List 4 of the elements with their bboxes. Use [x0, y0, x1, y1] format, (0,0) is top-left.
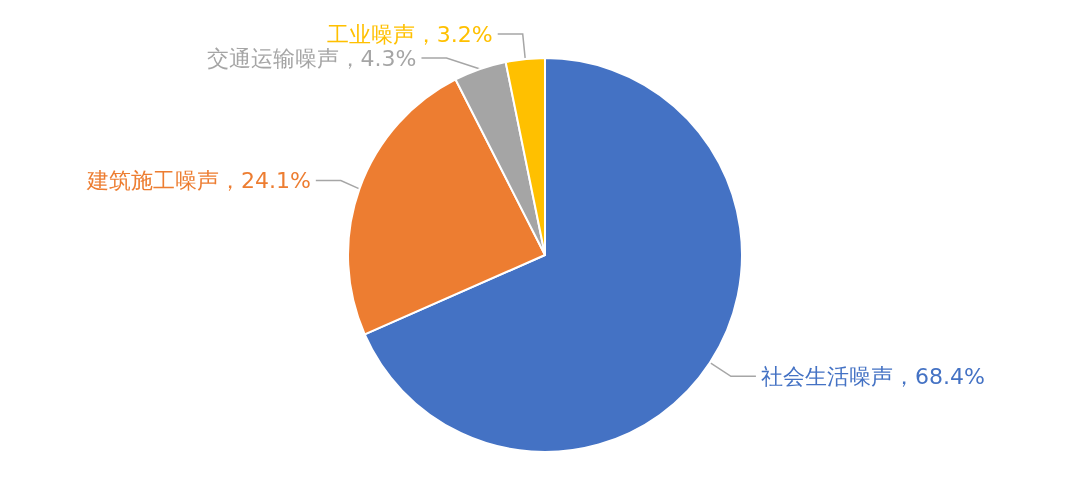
slice-label: 社会生活噪声，68.4%: [760, 363, 985, 389]
slice-label: 工业噪声，3.2%: [326, 21, 493, 47]
slice-label: 交通运输噪声，4.3%: [206, 45, 417, 71]
slice-label: 建筑施工噪声，24.1%: [85, 167, 311, 193]
